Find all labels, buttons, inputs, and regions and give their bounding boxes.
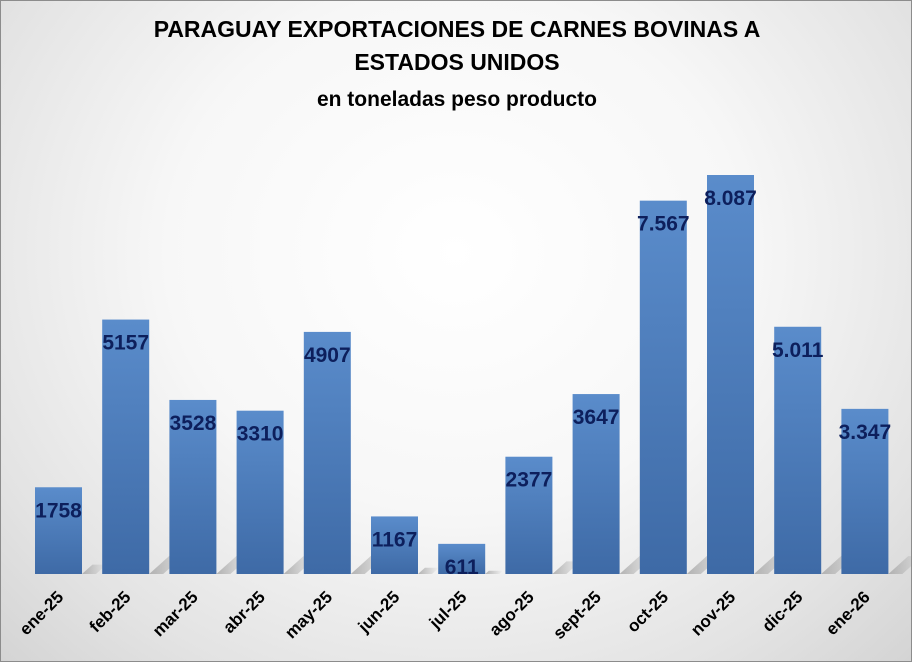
bar-feb-25 xyxy=(102,319,150,574)
x-tick-label-mar-25: mar-25 xyxy=(149,587,202,640)
data-label-abr-25: 3310 xyxy=(237,423,284,446)
x-tick-label-feb-25: feb-25 xyxy=(86,587,135,636)
data-label-mar-25: 3528 xyxy=(170,412,217,435)
bar-shadow xyxy=(418,567,439,574)
bar-may-25 xyxy=(303,331,351,574)
x-tick-label-abr-25: abr-25 xyxy=(219,587,269,637)
chart-subtitle: en toneladas peso producto xyxy=(316,88,598,111)
bar-jul-25 xyxy=(438,543,486,574)
chart-title-line2: ESTADOS UNIDOS xyxy=(354,49,560,75)
bar-abr-25 xyxy=(236,410,284,574)
bar-ago-25 xyxy=(505,456,553,574)
bar-shadow xyxy=(485,570,503,574)
x-tick-label-jun-25: jun-25 xyxy=(354,587,404,637)
x-tick-label-dic-25: dic-25 xyxy=(758,587,806,635)
data-label-jun-25: 1167 xyxy=(372,528,418,551)
data-label-may-25: 4907 xyxy=(304,344,351,367)
x-tick-label-jul-25: jul-25 xyxy=(425,587,471,633)
data-label-feb-25: 5157 xyxy=(102,332,149,355)
data-label-nov-25: 8.087 xyxy=(704,187,757,210)
data-label-oct-25: 7.567 xyxy=(637,213,690,236)
x-tick-label-ene-25: ene-25 xyxy=(16,587,68,639)
bar-oct-25 xyxy=(639,200,687,574)
x-tick-label-nov-25: nov-25 xyxy=(687,587,739,639)
bar-shadow xyxy=(82,564,107,574)
bar-sept-25 xyxy=(572,394,620,574)
bar-jun-25 xyxy=(371,516,418,574)
bar-nov-25 xyxy=(707,175,754,574)
bar-ene-26 xyxy=(841,408,889,574)
chart-title-line1: PARAGUAY EXPORTACIONES DE CARNES BOVINAS… xyxy=(153,16,761,42)
data-label-ene-26: 3.347 xyxy=(839,421,892,444)
x-tick-label-sept-25: sept-25 xyxy=(549,587,605,643)
data-label-dic-25: 5.011 xyxy=(772,339,824,362)
data-label-jul-25: 611 xyxy=(445,556,479,579)
x-tick-label-ago-25: ago-25 xyxy=(486,587,538,639)
data-label-ene-25: 1758 xyxy=(35,499,82,522)
bar-ene-25 xyxy=(35,487,82,574)
x-tick-label-ene-26: ene-26 xyxy=(822,587,874,639)
bar-mar-25 xyxy=(169,399,217,574)
bar-shadow xyxy=(888,556,911,574)
data-label-ago-25: 2377 xyxy=(506,469,553,492)
bar-dic-25 xyxy=(774,326,822,574)
data-label-sept-25: 3647 xyxy=(573,406,620,429)
x-tick-label-oct-25: oct-25 xyxy=(623,587,672,636)
x-tick-label-may-25: may-25 xyxy=(281,587,336,642)
